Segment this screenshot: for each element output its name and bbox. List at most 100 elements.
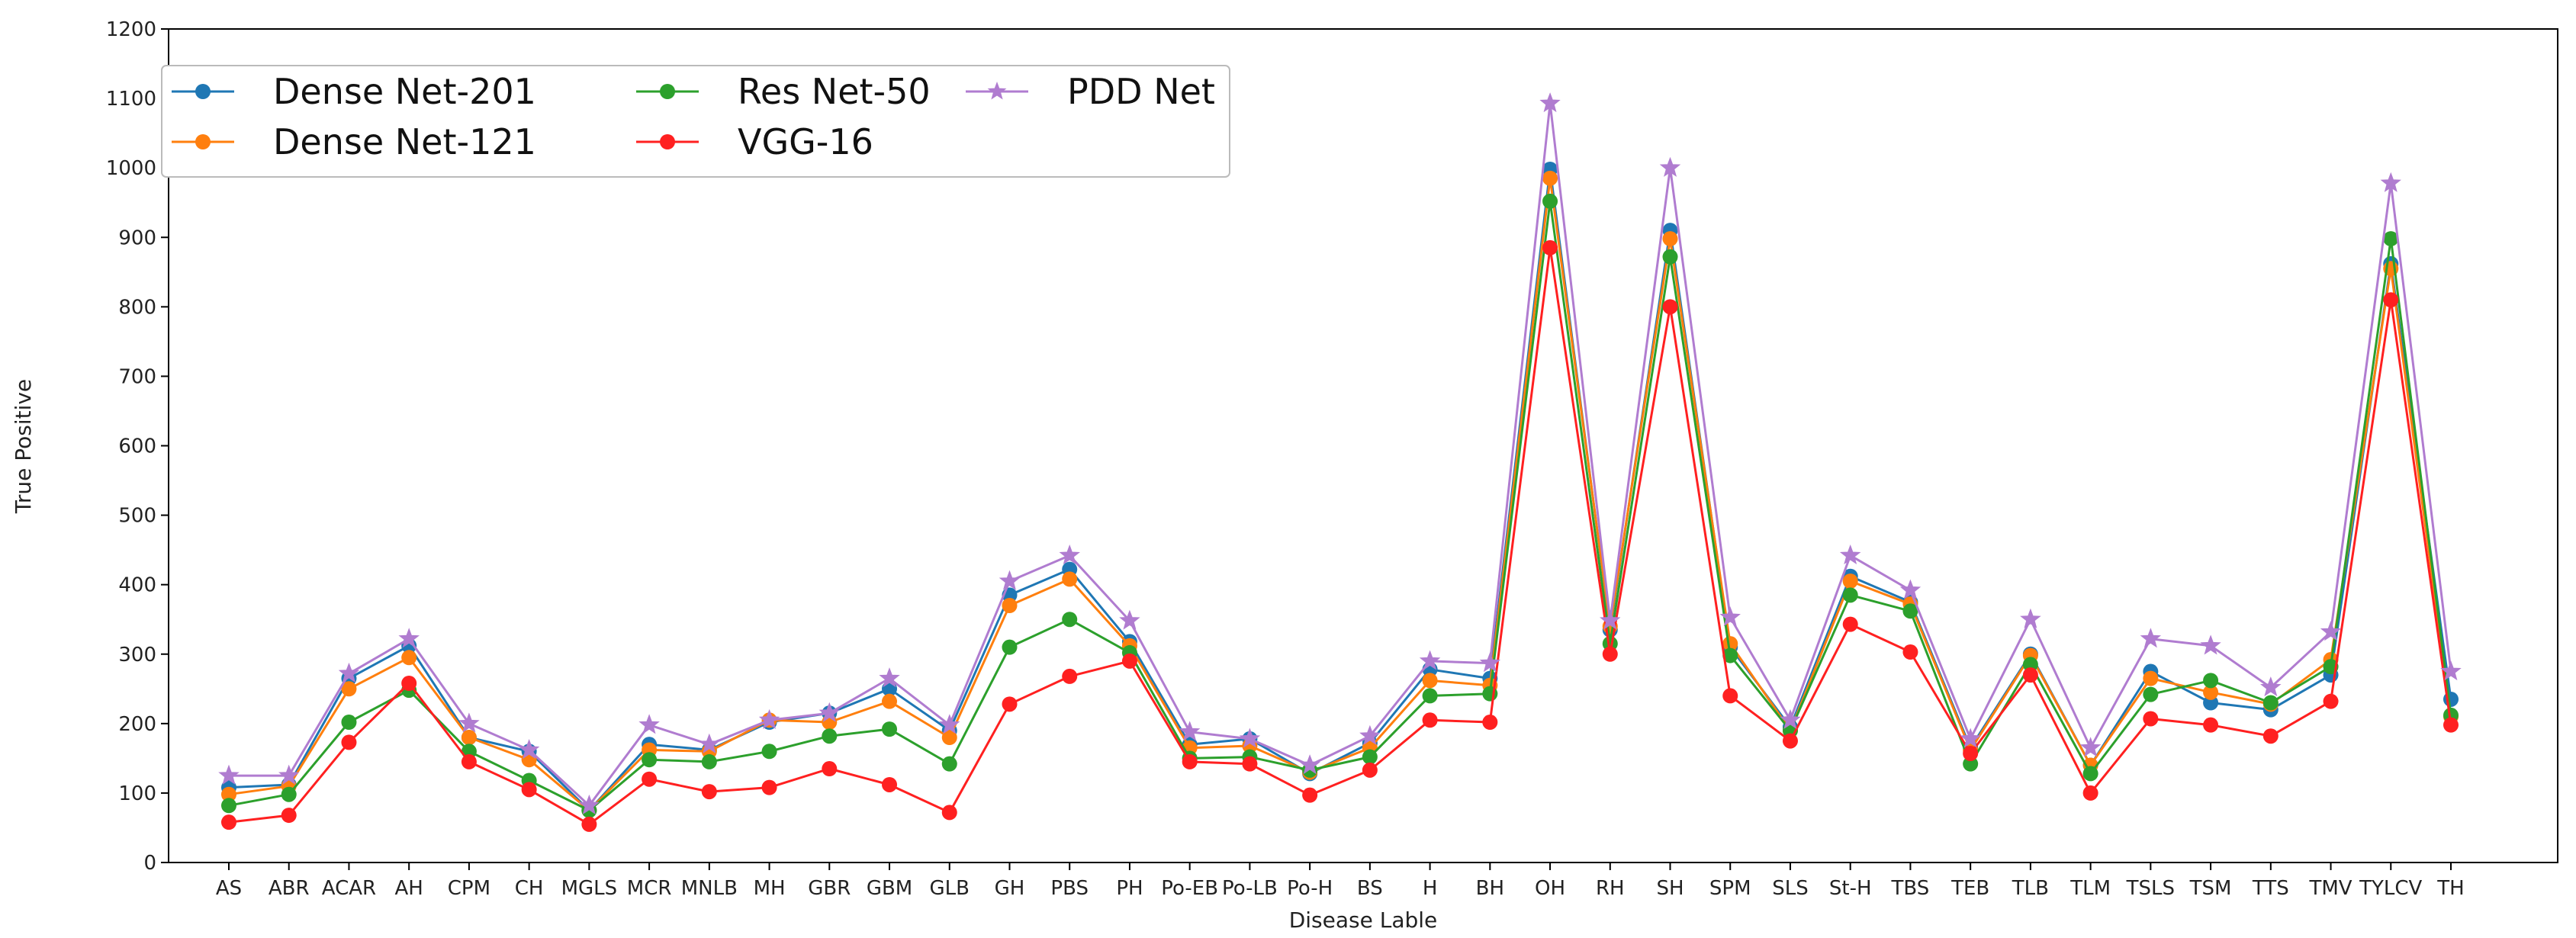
legend-label: VGG-16 xyxy=(738,121,873,162)
data-point xyxy=(2082,766,2098,782)
series-layer xyxy=(218,92,2462,832)
x-tick-label: Po-EB xyxy=(1161,877,1218,900)
data-point xyxy=(1239,728,1261,748)
series-res-net-50 xyxy=(221,193,2459,818)
y-axis: 0 100 200 300 400 500 600 700 800 900 1000 1100 1200 xyxy=(106,18,169,875)
data-point xyxy=(1963,745,1979,761)
x-tick-label: St-H xyxy=(1829,877,1872,900)
data-point xyxy=(2262,695,2279,711)
data-point xyxy=(642,752,658,768)
y-tick-label: 300 xyxy=(118,644,156,667)
data-point xyxy=(1722,647,1738,663)
data-point xyxy=(1299,754,1320,775)
data-point xyxy=(2022,667,2038,683)
x-tick-label: TTS xyxy=(2252,877,2289,900)
data-point xyxy=(1422,673,1438,689)
x-tick-label: H xyxy=(1423,877,1438,900)
data-point xyxy=(1482,715,1498,731)
legend-marker xyxy=(987,82,1007,100)
series-line xyxy=(228,200,2452,812)
data-point xyxy=(1899,579,1922,599)
data-point xyxy=(281,786,297,802)
x-tick-label: AH xyxy=(395,877,423,900)
data-point xyxy=(398,628,420,648)
x-tick-label: MNLB xyxy=(681,877,738,900)
x-tick-label: MCR xyxy=(627,877,672,900)
data-point xyxy=(2320,621,2342,641)
x-tick-label: OH xyxy=(1535,877,1565,900)
data-point xyxy=(2323,693,2339,709)
data-point xyxy=(1842,573,1858,589)
data-point xyxy=(1419,650,1441,670)
y-tick-label: 600 xyxy=(118,435,156,458)
data-point xyxy=(699,733,720,753)
data-point xyxy=(882,776,898,792)
data-point xyxy=(1002,639,1018,655)
y-tick-label: 400 xyxy=(118,574,156,597)
data-point xyxy=(642,771,658,787)
data-point xyxy=(221,786,236,802)
series-pdd-net xyxy=(218,92,2462,814)
data-point xyxy=(2079,737,2102,757)
data-point xyxy=(2440,660,2462,681)
data-point xyxy=(2200,634,2221,655)
data-point xyxy=(761,779,777,795)
data-point xyxy=(221,798,236,814)
legend-marker xyxy=(660,84,675,99)
legend-label: PDD Net xyxy=(1067,71,1215,112)
data-point xyxy=(2140,628,2162,648)
x-tick-label: AS xyxy=(216,877,242,900)
series-line xyxy=(228,168,2452,812)
data-point xyxy=(1662,299,1678,315)
data-point xyxy=(2383,292,2399,308)
x-tick-label: PH xyxy=(1116,877,1143,900)
x-tick-label: TH xyxy=(2436,877,2464,900)
x-tick-label: RH xyxy=(1596,877,1625,900)
data-point xyxy=(1662,249,1678,265)
x-tick-label: TEB xyxy=(1950,877,1989,900)
data-point xyxy=(401,676,417,692)
x-tick-label: GBM xyxy=(867,877,912,900)
data-point xyxy=(822,728,838,744)
y-tick-label: 0 xyxy=(143,852,156,875)
data-point xyxy=(1659,156,1681,177)
data-point xyxy=(1422,688,1438,704)
x-tick-label: GH xyxy=(995,877,1025,900)
x-tick-label: TSLS xyxy=(2126,877,2175,900)
y-axis-label: True Positive xyxy=(11,379,36,514)
data-point xyxy=(879,667,900,688)
x-tick-label: GBR xyxy=(808,877,851,900)
data-point xyxy=(341,734,357,750)
data-point xyxy=(2203,695,2219,711)
data-point xyxy=(1422,712,1438,728)
x-tick-label: BH xyxy=(1476,877,1504,900)
series-line xyxy=(229,102,2452,807)
data-point xyxy=(882,721,898,737)
data-point xyxy=(1062,612,1078,628)
x-tick-label: TLM xyxy=(2069,877,2111,900)
x-tick-label: SH xyxy=(1656,877,1684,900)
data-point xyxy=(1362,749,1378,765)
data-point xyxy=(2082,785,2098,801)
data-point xyxy=(941,756,957,772)
series-vgg-16 xyxy=(221,239,2459,832)
legend-label: Dense Net-201 xyxy=(273,71,536,112)
data-point xyxy=(1722,688,1738,704)
x-tick-label: SLS xyxy=(1772,877,1809,900)
data-point xyxy=(701,753,717,769)
legend-marker xyxy=(660,134,675,149)
y-tick-label: 900 xyxy=(118,226,156,249)
data-point xyxy=(2260,676,2282,697)
data-point xyxy=(1542,170,1558,186)
data-point xyxy=(1839,544,1861,565)
x-tick-label: CPM xyxy=(448,877,490,900)
data-point xyxy=(1062,668,1078,684)
series-dense-net-121 xyxy=(221,170,2459,818)
legend-marker xyxy=(195,84,211,99)
data-point xyxy=(2443,717,2459,733)
data-point xyxy=(218,764,240,785)
data-point xyxy=(1780,708,1801,729)
y-tick-label: 1100 xyxy=(106,88,156,111)
data-point xyxy=(1602,636,1618,652)
data-point xyxy=(458,712,480,733)
